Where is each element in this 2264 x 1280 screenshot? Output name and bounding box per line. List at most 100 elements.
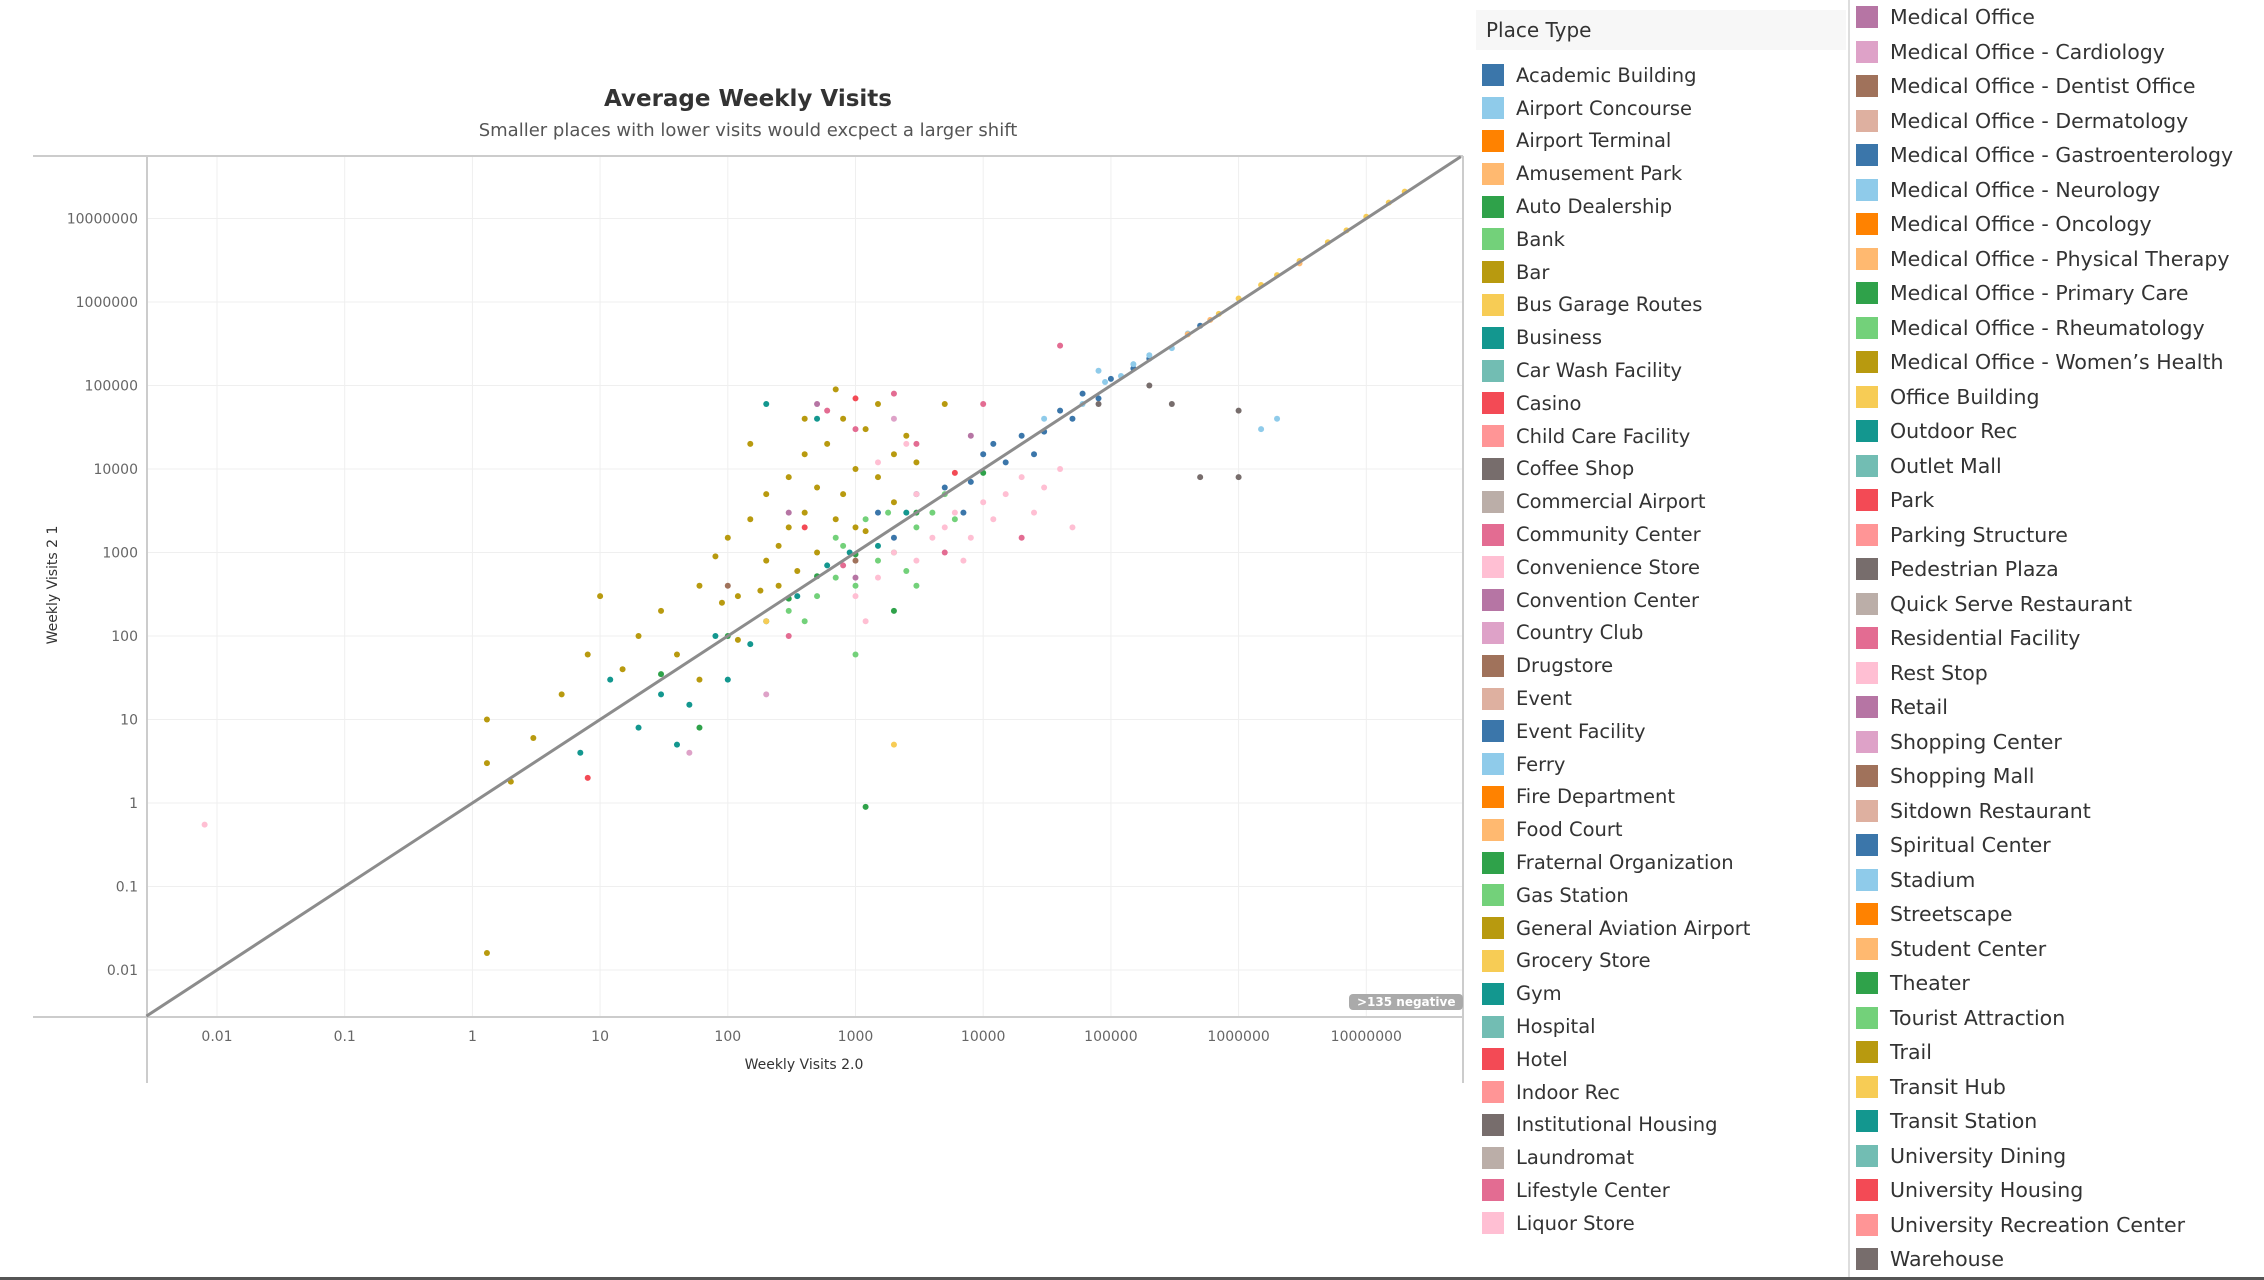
legend-item[interactable]: Transit Hub <box>1850 1070 2264 1105</box>
data-point[interactable] <box>1102 379 1109 386</box>
data-point[interactable] <box>1197 474 1204 481</box>
data-point[interactable] <box>1168 401 1175 408</box>
legend-item[interactable]: Hotel <box>1476 1043 1846 1076</box>
legend-item[interactable]: Residential Facility <box>1850 621 2264 656</box>
data-point[interactable] <box>852 574 859 581</box>
legend-item[interactable]: General Aviation Airport <box>1476 912 1846 945</box>
data-point[interactable] <box>885 509 892 516</box>
data-point[interactable] <box>874 557 881 564</box>
legend-item[interactable]: Tourist Attraction <box>1850 1001 2264 1036</box>
legend-item[interactable]: Academic Building <box>1476 59 1846 92</box>
data-point[interactable] <box>852 557 859 564</box>
data-point[interactable] <box>874 509 881 516</box>
data-point[interactable] <box>619 666 626 673</box>
legend-item[interactable]: Quick Serve Restaurant <box>1850 587 2264 622</box>
data-point[interactable] <box>584 774 591 781</box>
legend-item[interactable]: Convention Center <box>1476 584 1846 617</box>
legend-item[interactable]: Trail <box>1850 1035 2264 1070</box>
data-point[interactable] <box>941 549 948 556</box>
data-point[interactable] <box>1041 415 1048 422</box>
legend-item[interactable]: University Housing <box>1850 1173 2264 1208</box>
data-point[interactable] <box>913 491 920 498</box>
data-point[interactable] <box>951 516 958 523</box>
data-point[interactable] <box>814 401 821 408</box>
data-point[interactable] <box>840 562 847 569</box>
data-point[interactable] <box>980 401 987 408</box>
legend-item[interactable]: Shopping Center <box>1850 725 2264 760</box>
legend-item[interactable]: Casino <box>1476 387 1846 420</box>
data-point[interactable] <box>763 691 770 698</box>
data-point[interactable] <box>607 676 614 683</box>
data-point[interactable] <box>1002 491 1009 498</box>
data-point[interactable] <box>584 651 591 658</box>
data-point[interactable] <box>747 641 754 648</box>
data-point[interactable] <box>890 549 897 556</box>
legend-item[interactable]: Business <box>1476 321 1846 354</box>
data-point[interactable] <box>763 401 770 408</box>
legend-item[interactable]: Country Club <box>1476 617 1846 650</box>
data-point[interactable] <box>696 676 703 683</box>
data-point[interactable] <box>862 516 869 523</box>
data-point[interactable] <box>814 593 821 600</box>
legend-item[interactable]: Ferry <box>1476 748 1846 781</box>
data-point[interactable] <box>763 557 770 564</box>
negative-values-badge[interactable]: >135 negative <box>1349 994 1464 1010</box>
data-point[interactable] <box>724 676 731 683</box>
legend-item[interactable]: Medical Office - Women’s Health <box>1850 345 2264 380</box>
data-point[interactable] <box>913 440 920 447</box>
data-point[interactable] <box>785 524 792 531</box>
data-point[interactable] <box>1057 407 1064 414</box>
data-point[interactable] <box>558 691 565 698</box>
data-point[interactable] <box>686 749 693 756</box>
legend-item[interactable]: Medical Office - Gastroenterology <box>1850 138 2264 173</box>
data-point[interactable] <box>1031 451 1038 458</box>
data-point[interactable] <box>530 735 537 742</box>
data-point[interactable] <box>814 549 821 556</box>
scatter-plot[interactable]: 0.01 0.1 1 10 100 1000 10000 100000 1000000 10000… <box>0 0 1480 1100</box>
legend-item[interactable]: Laundromat <box>1476 1141 1846 1174</box>
data-point[interactable] <box>941 484 948 491</box>
data-point[interactable] <box>951 509 958 516</box>
data-point[interactable] <box>1031 509 1038 516</box>
data-point[interactable] <box>967 534 974 541</box>
data-point[interactable] <box>874 542 881 549</box>
data-point[interactable] <box>890 451 897 458</box>
data-point[interactable] <box>785 474 792 481</box>
data-point[interactable] <box>1235 407 1242 414</box>
data-point[interactable] <box>1274 415 1281 422</box>
data-point[interactable] <box>814 415 821 422</box>
legend-item[interactable]: Community Center <box>1476 518 1846 551</box>
data-point[interactable] <box>785 633 792 639</box>
data-point[interactable] <box>734 636 741 643</box>
data-point[interactable] <box>832 386 839 393</box>
legend-item[interactable]: Child Care Facility <box>1476 420 1846 453</box>
data-point[interactable] <box>903 509 910 516</box>
legend-item[interactable]: Medical Office - Oncology <box>1850 207 2264 242</box>
data-point[interactable] <box>635 633 642 639</box>
data-point[interactable] <box>890 741 897 748</box>
data-point[interactable] <box>785 509 792 516</box>
legend-item[interactable]: Medical Office - Dentist Office <box>1850 69 2264 104</box>
data-point[interactable] <box>658 671 665 678</box>
data-point[interactable] <box>747 516 754 523</box>
data-point[interactable] <box>890 607 897 614</box>
data-point[interactable] <box>734 593 741 600</box>
data-point[interactable] <box>929 509 936 516</box>
data-point[interactable] <box>862 528 869 535</box>
data-point[interactable] <box>913 582 920 589</box>
data-point[interactable] <box>757 587 764 594</box>
data-point[interactable] <box>990 516 997 523</box>
legend-item[interactable]: Bar <box>1476 256 1846 289</box>
data-point[interactable] <box>724 582 731 589</box>
legend-item[interactable]: Grocery Store <box>1476 945 1846 978</box>
data-point[interactable] <box>852 466 859 472</box>
data-point[interactable] <box>597 593 604 600</box>
data-point[interactable] <box>1079 390 1086 397</box>
data-point[interactable] <box>967 432 974 439</box>
data-point[interactable] <box>763 491 770 498</box>
data-point[interactable] <box>903 568 910 575</box>
legend-item[interactable]: Transit Station <box>1850 1104 2264 1139</box>
data-point[interactable] <box>483 949 490 956</box>
data-point[interactable] <box>794 593 801 600</box>
data-point[interactable] <box>201 821 208 828</box>
